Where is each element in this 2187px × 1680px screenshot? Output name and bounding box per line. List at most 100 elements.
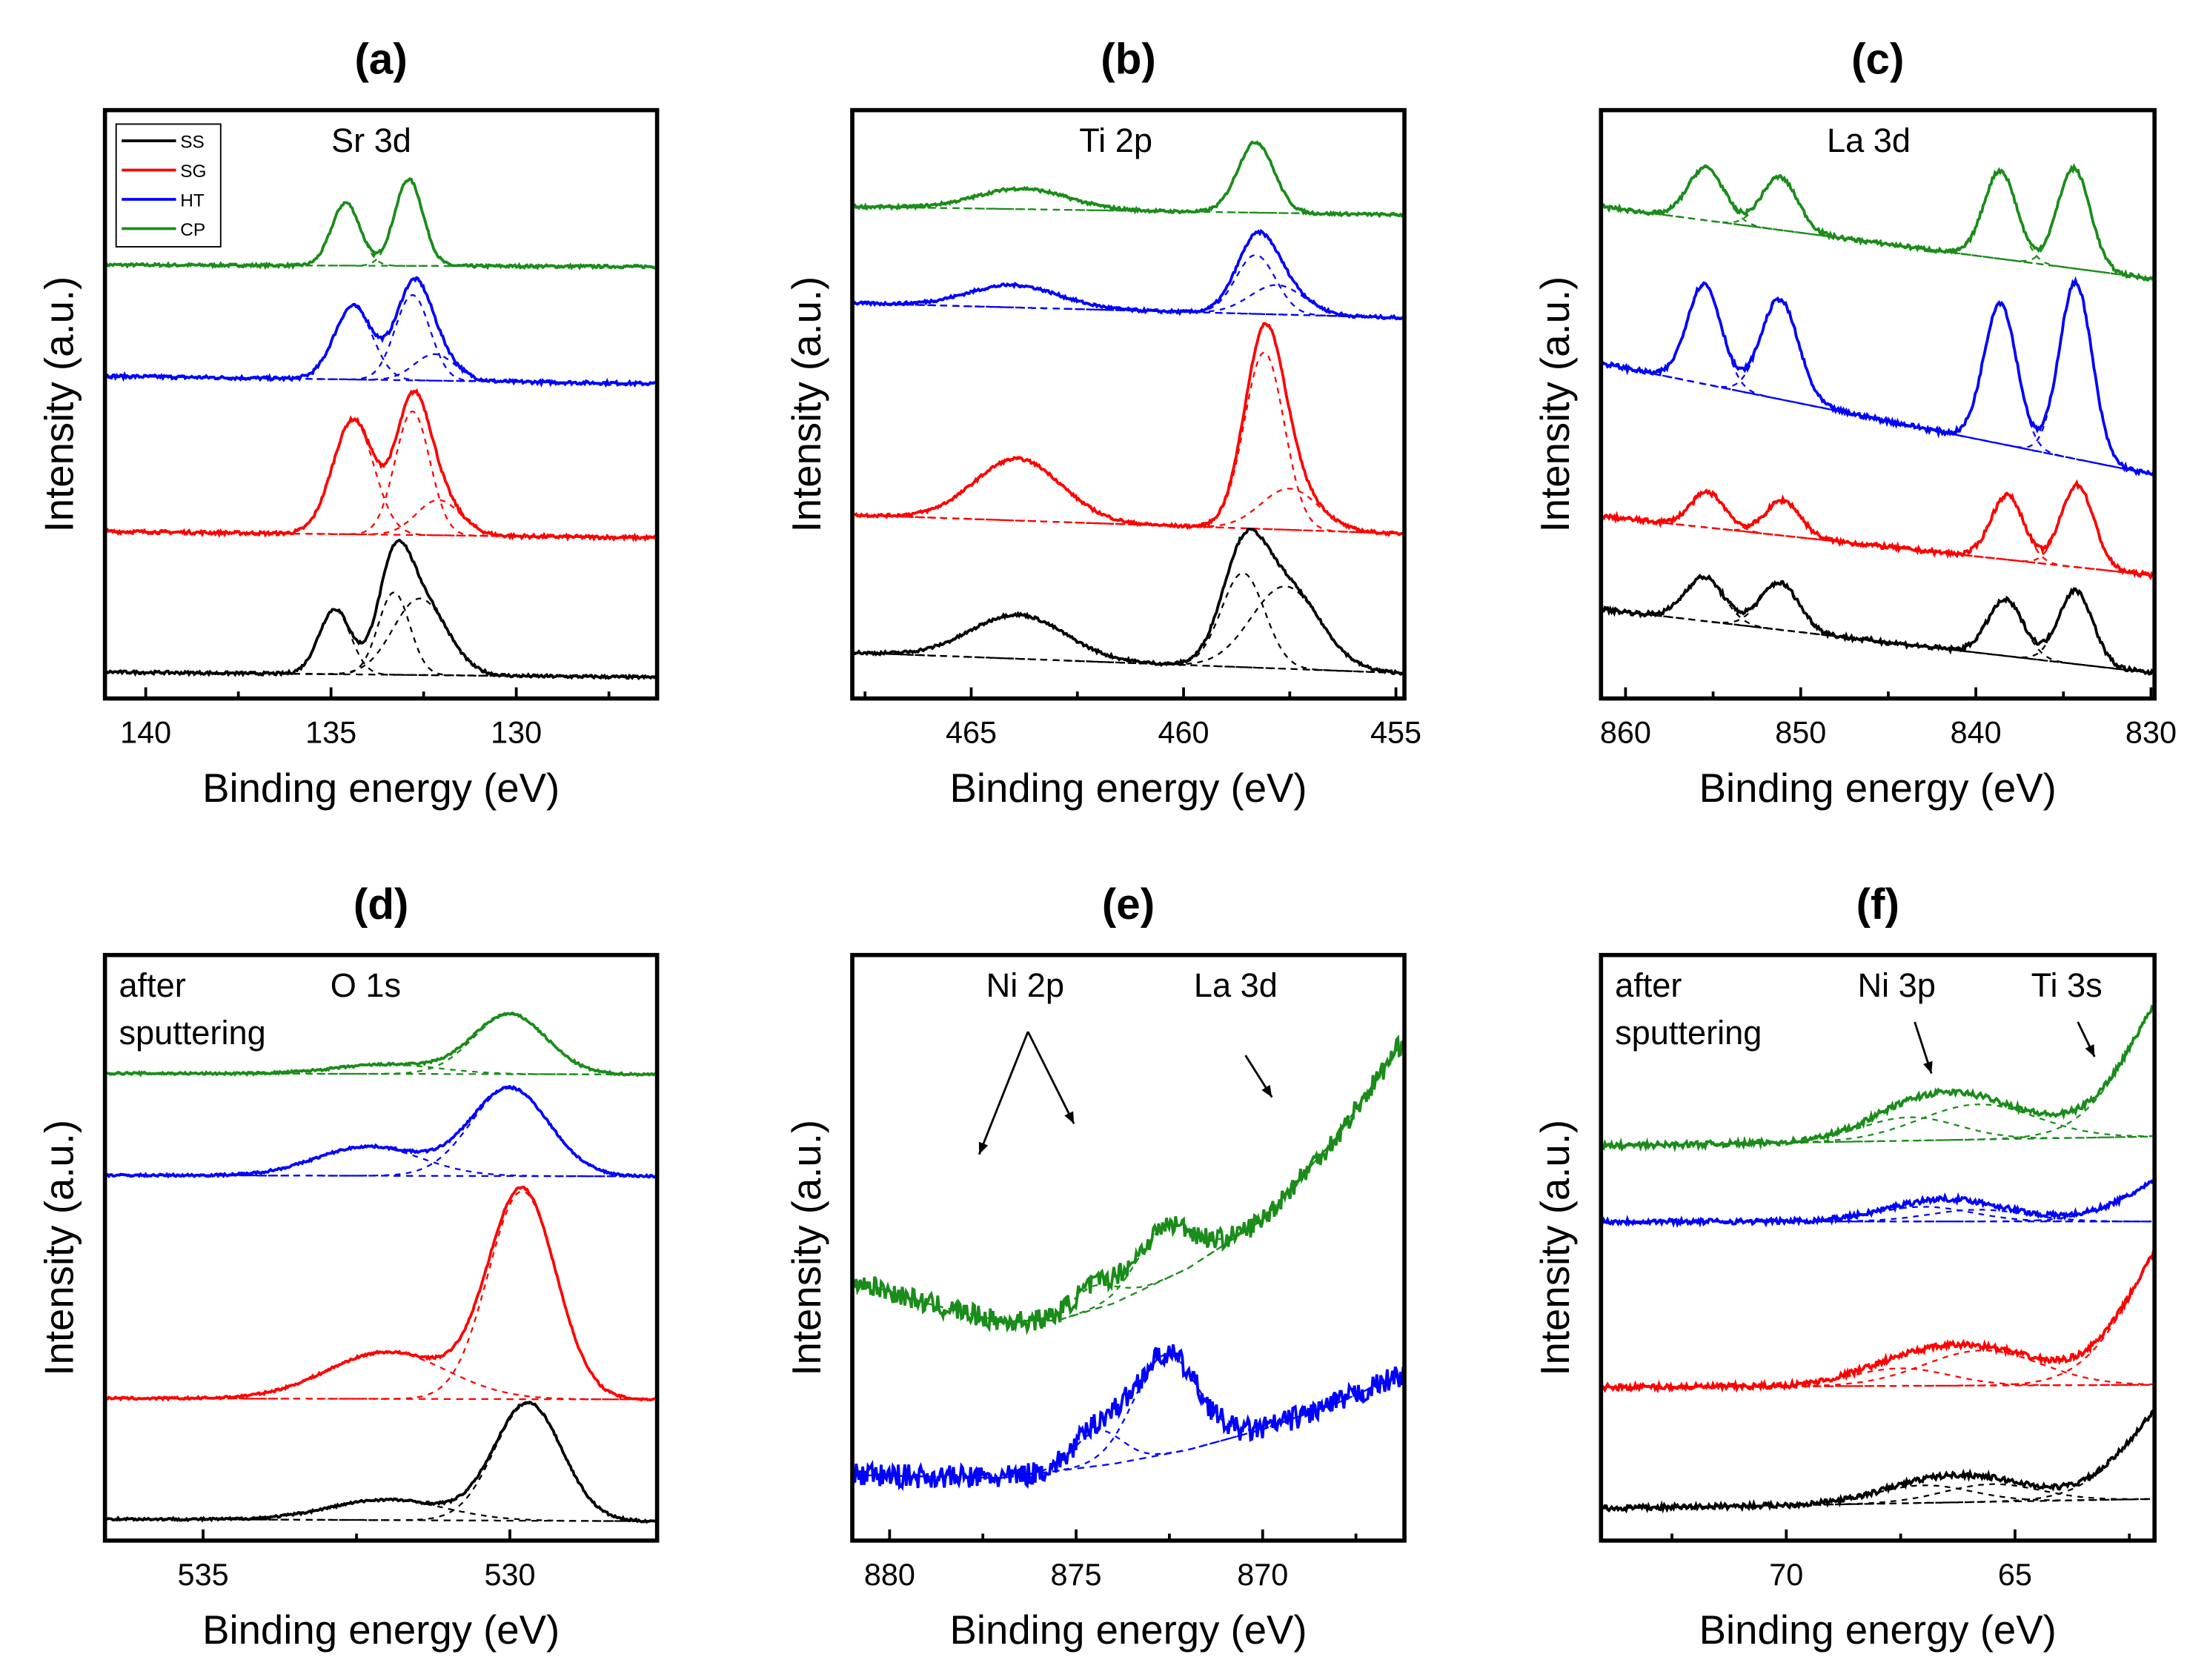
plot-area — [1601, 1001, 2155, 1514]
fit-component-HT-1 — [104, 1145, 657, 1178]
annotation: Ni 2p — [986, 966, 1064, 1004]
x-tick-label: 465 — [946, 716, 997, 750]
panel-f: (f) 70 65 Binding energy (eV) Intensity (a.u… — [1533, 880, 2157, 1653]
fit-component-HT-1 — [1601, 298, 2155, 476]
spectrum-HT — [852, 228, 1405, 321]
fit-component-HT-1 — [852, 1353, 1405, 1479]
panel-title: (b) — [1101, 36, 1155, 84]
annotation: Sr 3d — [331, 122, 411, 159]
fit-component-SG-0 — [104, 419, 657, 539]
fit-component-SG-2 — [1601, 494, 2155, 577]
fit-component-HT-3 — [1601, 281, 2155, 476]
fit-component-SS-1 — [104, 591, 657, 679]
annotation: sputtering — [119, 1014, 265, 1052]
x-tick-label: 530 — [484, 1558, 535, 1592]
plot-frame — [102, 107, 660, 701]
fit-component-SG-3 — [1601, 484, 2155, 577]
x-tick-label: 880 — [864, 1558, 915, 1592]
x-tick-label: 135 — [305, 716, 356, 750]
fit-component-SG-2 — [852, 488, 1405, 535]
fit-component-SG-1 — [104, 1351, 657, 1401]
fit-component-CP-0 — [1601, 166, 2155, 280]
y-axis-label: Intensity (a.u.) — [1533, 1120, 1578, 1376]
spectrum-SS — [104, 538, 657, 681]
fit-component-HT-0 — [104, 305, 657, 385]
plot-area — [852, 140, 1405, 677]
spectrum-CP — [1601, 1001, 2155, 1153]
fit-component-CP-1 — [852, 1038, 1405, 1323]
fit-component-SS-0 — [104, 1402, 657, 1522]
plot-area — [104, 176, 657, 681]
annotation: sputtering — [1615, 1014, 1762, 1052]
plot-frame — [1599, 107, 2157, 701]
plot-frame — [1599, 952, 2157, 1543]
fit-component-SG-0 — [104, 1190, 657, 1401]
annotation: after — [1615, 966, 1682, 1004]
annotation: Ti 2p — [1079, 122, 1152, 159]
spectrum-HT — [1601, 276, 2155, 477]
spectrum-SG — [1601, 479, 2155, 580]
legend-box — [115, 123, 222, 248]
fit-component-SS-0 — [104, 608, 657, 679]
spectrum-HT — [1601, 1179, 2155, 1229]
spectrum-SS — [852, 527, 1405, 677]
legend-entry: SG — [180, 162, 206, 182]
spectrum-SG — [104, 388, 657, 542]
x-tick-label: 870 — [1237, 1558, 1288, 1592]
annotation: Ti 3s — [2031, 966, 2103, 1004]
x-tick-label: 140 — [120, 716, 171, 750]
x-tick-label: 860 — [1600, 716, 1651, 750]
spectrum-SG — [852, 322, 1405, 537]
arrow-head-icon — [1261, 1084, 1272, 1098]
panel-b: (b) 465 460 455 Binding energy (eV) Intensity… — [784, 36, 1421, 811]
x-axis-label: Binding energy (eV) — [949, 1607, 1307, 1653]
arrow-head-icon — [1064, 1111, 1075, 1124]
x-axis-label: Binding energy (eV) — [949, 766, 1307, 811]
legend-entry: HT — [180, 190, 205, 210]
legend-entry: CP — [180, 220, 205, 240]
spectrum-CP — [852, 140, 1405, 219]
spectrum-CP — [104, 176, 657, 270]
x-tick-label: 70 — [1769, 1558, 1803, 1592]
y-axis-label: Intensity (a.u.) — [36, 276, 82, 533]
panel-c: (c) 860 850 840 830 Binding energy (eV) Intens… — [1533, 36, 2177, 811]
x-tick-label: 65 — [1998, 1558, 2032, 1592]
fit-component-CP-2 — [1601, 170, 2155, 280]
x-tick-label: 130 — [491, 716, 542, 750]
spectrum-HT — [852, 1344, 1405, 1491]
fit-component-SS-2 — [1601, 599, 2155, 674]
panel-title: (f) — [1856, 880, 1899, 929]
spectrum-CP — [104, 1011, 657, 1078]
panel-e: (e) 880 875 870 Binding energy (eV) Intensity… — [784, 880, 1407, 1653]
spectrum-CP — [1601, 162, 2155, 282]
fit-component-HT-0 — [104, 1087, 657, 1178]
fit-component-SS-2 — [104, 597, 657, 679]
y-axis-label: Intensity (a.u.) — [784, 276, 829, 533]
x-axis-label: Binding energy (eV) — [202, 1607, 560, 1653]
arrow-line — [1026, 1031, 1075, 1124]
annotation: Ni 3p — [1857, 966, 1935, 1004]
plot-area — [1601, 162, 2155, 676]
panel-title: (d) — [354, 880, 408, 929]
x-axis-label: Binding energy (eV) — [1699, 766, 2057, 811]
fit-component-SG-0 — [1601, 491, 2155, 577]
annotation: O 1s — [331, 966, 401, 1004]
panel-d: (d) 535 530 Binding energy (eV) Intensity (a… — [36, 880, 660, 1653]
plot-area — [852, 1034, 1405, 1491]
baseline-HT — [852, 1372, 1405, 1479]
panel-title: (c) — [1851, 36, 1904, 84]
plot-frame — [850, 107, 1407, 701]
spectrum-SS — [1601, 574, 2155, 676]
fit-component-HT-0 — [1601, 282, 2155, 476]
x-tick-label: 850 — [1775, 716, 1826, 750]
panel-title: (a) — [355, 36, 408, 84]
fit-component-SS-3 — [1601, 589, 2155, 674]
annotation: after — [119, 966, 185, 1004]
baseline-CP — [852, 1038, 1405, 1323]
spectrum-HT — [104, 1085, 657, 1179]
panel-title: (e) — [1102, 880, 1155, 929]
spectrum-SG — [104, 1185, 657, 1402]
annotation: La 3d — [1194, 966, 1278, 1004]
fit-component-SG-2 — [1601, 1251, 2155, 1389]
panel-a: (a) 140 135 130 Binding energy (eV) Intensity… — [36, 36, 660, 811]
